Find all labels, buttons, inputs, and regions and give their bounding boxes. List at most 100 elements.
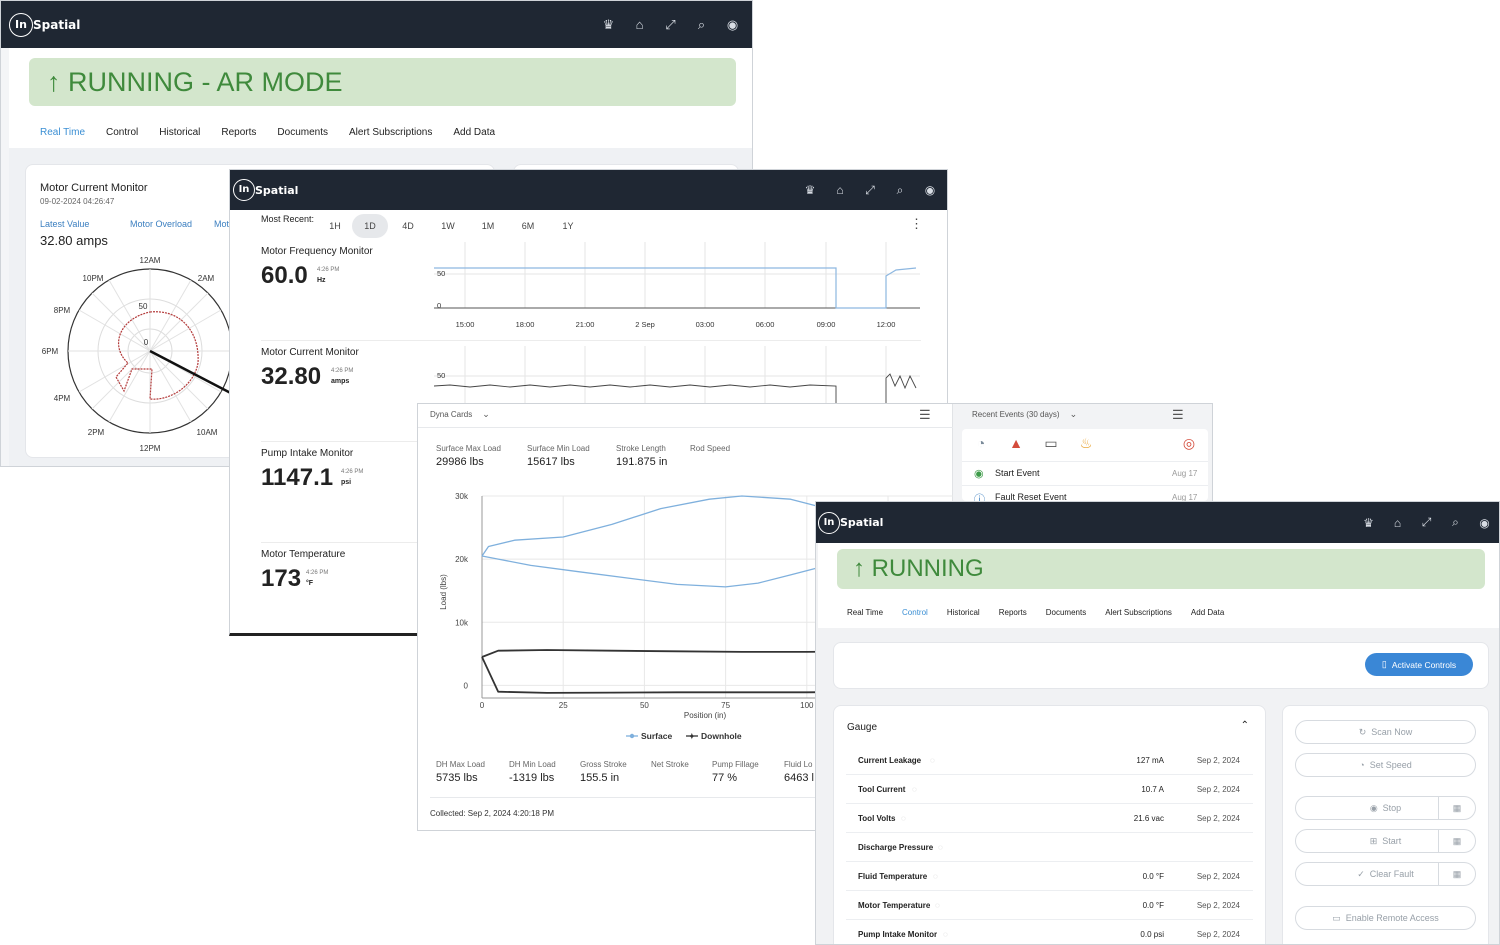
search-icon[interactable]: ⌕	[1452, 515, 1459, 529]
x-tick: 06:00	[756, 320, 775, 329]
crown-icon[interactable]: ♛	[1363, 515, 1374, 530]
chevron-up-icon[interactable]: ⌃	[1240, 720, 1249, 731]
events-title[interactable]: Recent Events (30 days) ⌄	[972, 409, 1078, 419]
range-1d[interactable]: 1D	[352, 214, 388, 238]
clear-fault-button[interactable]: ✓ Clear Fault ▦	[1295, 862, 1476, 886]
tab-reports[interactable]: Reports	[998, 608, 1027, 617]
tab-historical[interactable]: Historical	[946, 608, 980, 617]
tab-add-data[interactable]: Add Data	[1190, 608, 1225, 617]
monitor-value: 1147.1	[261, 464, 334, 491]
monitor-value: 60.0	[261, 262, 308, 289]
crown-icon[interactable]: ♛	[804, 183, 816, 197]
legend-downhole[interactable]: Downhole	[701, 731, 742, 741]
range-4d[interactable]: 4D	[402, 221, 414, 231]
gauge-row[interactable]: Tool Current ◌ 10.7 A Sep 2, 2024	[846, 775, 1253, 804]
info-icon[interactable]: ◌	[912, 784, 917, 794]
stat: Net Stroke	[651, 760, 689, 769]
speed-icon: ◔	[1359, 760, 1365, 770]
activate-controls-button[interactable]: ▯ Activate Controls	[1365, 653, 1473, 676]
check-icon: ✓	[1357, 868, 1365, 879]
tab-control[interactable]: Control	[106, 127, 139, 138]
gauge-row[interactable]: Current Leakage ◌ 127 mA Sep 2, 2024	[846, 746, 1253, 775]
comment-icon[interactable]: ▭	[1044, 435, 1058, 451]
more-icon[interactable]: ⋮	[910, 216, 923, 231]
logo[interactable]: In Spatial	[9, 12, 80, 37]
controls-toolbar-card: ▯ Activate Controls	[833, 642, 1489, 689]
home-icon[interactable]: ⌂	[836, 183, 844, 197]
gauge-row[interactable]: Discharge Pressure ◌	[846, 833, 1253, 862]
x-axis-label: Position (in)	[684, 711, 727, 720]
stop-icon: ◉	[1369, 802, 1378, 813]
tab-reports[interactable]: Reports	[221, 127, 257, 138]
enable-remote-access-button[interactable]: ▭ Enable Remote Access	[1295, 906, 1476, 930]
chevron-down-icon[interactable]: ⌄	[482, 409, 490, 419]
freq-chart: 50 0 15:00 18:00 21:00 2 Sep 03:00 06:00…	[434, 242, 920, 329]
hide-icon[interactable]: ◎	[1182, 435, 1196, 451]
monitor-time: 4:26 PM	[341, 469, 364, 475]
logo[interactable]: In Spatial	[233, 179, 298, 201]
info-icon[interactable]: ◌	[901, 813, 906, 823]
chevron-down-icon[interactable]: ⌄	[1069, 409, 1078, 419]
info-icon[interactable]: ◌	[930, 755, 935, 765]
calendar-icon[interactable]: ▦	[1438, 830, 1475, 852]
x-tick: 50	[640, 701, 649, 710]
menu-icon[interactable]: ☰	[919, 407, 931, 422]
calendar-icon[interactable]: ▦	[1438, 863, 1475, 885]
tab-alert-subscriptions[interactable]: Alert Subscriptions	[1105, 608, 1172, 617]
overload-label: Motor Overload	[130, 219, 193, 229]
gauge-row[interactable]: Motor Temperature ◌ 0.0 °F Sep 2, 2024	[846, 891, 1253, 920]
ring-label: 0	[144, 338, 149, 347]
signal-icon[interactable]: ♨	[1079, 435, 1093, 451]
start-button[interactable]: ⊞ Start ▦	[1295, 829, 1476, 853]
x-tick: 0	[480, 701, 485, 710]
gauge-row[interactable]: Pump Intake Monitor ◌ 0.0 psi Sep 2, 202…	[858, 930, 1240, 939]
fullscreen-icon[interactable]: ⤢	[865, 182, 875, 197]
tab-historical[interactable]: Historical	[159, 127, 201, 138]
warning-icon[interactable]: ▲	[1009, 435, 1023, 451]
range-1h[interactable]: 1H	[329, 221, 341, 231]
tab-real-time[interactable]: Real Time	[40, 127, 86, 138]
search-icon[interactable]: ⌕	[697, 16, 706, 32]
range-1w[interactable]: 1W	[441, 221, 455, 231]
tab-add-data[interactable]: Add Data	[453, 127, 496, 138]
tab-real-time[interactable]: Real Time	[847, 608, 884, 617]
event-label[interactable]: Fault Reset Event	[995, 492, 1067, 502]
range-6m[interactable]: 6M	[521, 221, 535, 231]
user-icon[interactable]: ◉	[924, 183, 936, 197]
info-icon[interactable]: ◌	[935, 900, 940, 910]
history-icon[interactable]: ◔	[976, 435, 986, 451]
scan-now-button[interactable]: ↻ Scan Now	[1295, 720, 1476, 744]
y-tick: 30k	[455, 492, 469, 501]
fullscreen-icon[interactable]: ⤢	[665, 16, 676, 32]
crown-icon[interactable]: ♛	[602, 16, 615, 32]
info-icon[interactable]: ◌	[938, 842, 943, 852]
home-icon[interactable]: ⌂	[1393, 515, 1402, 530]
calendar-icon[interactable]: ▦	[1438, 797, 1475, 819]
logo[interactable]: In Spatial	[818, 511, 883, 534]
fullscreen-icon[interactable]: ⤢	[1421, 515, 1432, 529]
gauge-row[interactable]: Tool Volts ◌ 21.6 vac Sep 2, 2024	[846, 804, 1253, 833]
event-label[interactable]: Start Event	[995, 468, 1040, 478]
home-icon[interactable]: ⌂	[635, 17, 644, 32]
user-icon[interactable]: ◉	[726, 16, 739, 32]
user-icon[interactable]: ◉	[1479, 515, 1490, 530]
stop-button[interactable]: ◉ Stop ▦	[1295, 796, 1476, 820]
menu-icon[interactable]: ☰	[1172, 407, 1184, 422]
info-icon[interactable]: ◌	[933, 871, 938, 881]
tab-control[interactable]: Control	[902, 608, 928, 617]
clock-label: 6PM	[42, 347, 59, 356]
legend-surface[interactable]: Surface	[641, 731, 672, 741]
set-speed-button[interactable]: ◔ Set Speed	[1295, 753, 1476, 777]
tab-documents[interactable]: Documents	[277, 127, 328, 138]
info-icon[interactable]: ◌	[943, 930, 948, 939]
tab-documents[interactable]: Documents	[1045, 608, 1087, 617]
gauge-row[interactable]: Fluid Temperature ◌ 0.0 °F Sep 2, 2024	[846, 862, 1253, 891]
panel-title[interactable]: Dyna Cards ⌄	[430, 409, 490, 419]
search-icon[interactable]: ⌕	[896, 182, 904, 197]
tab-alert-subscriptions[interactable]: Alert Subscriptions	[348, 127, 433, 138]
x-tick: 2 Sep	[635, 320, 655, 329]
stat: Surface Min Load 15617 lbs	[527, 444, 590, 468]
card-title: Motor Current Monitor	[40, 182, 148, 194]
range-1y[interactable]: 1Y	[562, 221, 574, 231]
range-1m[interactable]: 1M	[481, 221, 495, 231]
